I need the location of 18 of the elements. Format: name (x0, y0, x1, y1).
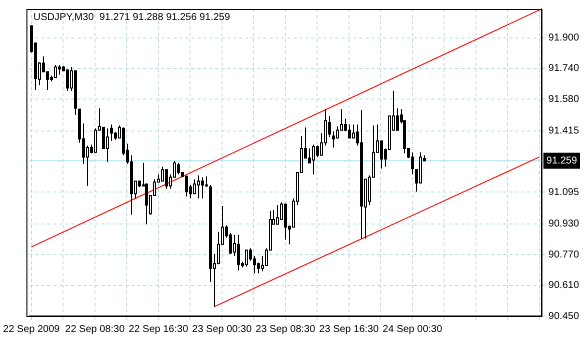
y-tick-label: 90.450 (548, 310, 580, 322)
y-tick-label: 91.900 (548, 32, 580, 44)
y-tick-label: 90.610 (548, 280, 580, 292)
y-tick-label: 91.415 (548, 126, 580, 137)
x-tick-label: 22 Sep 2009 (3, 324, 60, 335)
y-tick-label: 91.580 (548, 94, 580, 105)
x-tick-label: 24 Sep 00:30 (382, 324, 443, 335)
x-tick-label: 23 Sep 08:30 (256, 324, 316, 335)
x-tick-label: 22 Sep 16:30 (128, 324, 189, 335)
y-tick-label: 91.740 (548, 63, 580, 74)
y-tick-label: 91.095 (548, 186, 580, 198)
x-tick-label: 22 Sep 08:30 (65, 324, 126, 335)
chart-title: USDJPY,M30 91.271 91.288 91.256 91.259 (33, 12, 230, 23)
x-tick-label: 23 Sep 16:30 (319, 324, 380, 335)
y-tick-label: 90.770 (548, 249, 580, 260)
y-tick-label: 90.930 (548, 218, 580, 230)
ref-line-label: 91.259 (546, 156, 578, 167)
x-tick-label: 23 Sep 00:30 (192, 324, 252, 335)
